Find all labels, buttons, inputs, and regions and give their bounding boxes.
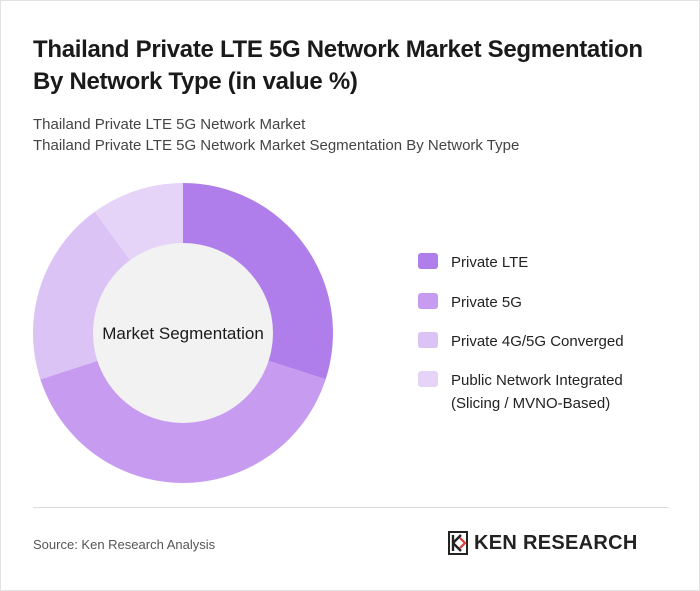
subtitle-line-1: Thailand Private LTE 5G Network Market: [33, 116, 306, 133]
legend-label: Private 5G: [451, 294, 522, 311]
footer-divider: [33, 507, 669, 508]
subtitle-line-2: Thailand Private LTE 5G Network Market S…: [33, 137, 520, 154]
ken-research-logo-icon: [448, 531, 468, 555]
legend-swatch: [418, 332, 438, 348]
legend-item-public-network-integrated: Public Network Integrated (Slicing / MVN…: [418, 369, 678, 415]
legend-item-private-5g: Private 5G: [418, 291, 678, 314]
donut-hole: [93, 243, 273, 423]
legend-swatch: [418, 253, 438, 269]
legend-swatch: [418, 293, 438, 309]
legend-label: Private 4G/5G Converged: [451, 333, 624, 350]
donut-center-label: Market Segmentation: [102, 324, 264, 343]
chart-subtitle: Thailand Private LTE 5G Network Market T…: [33, 114, 673, 156]
logo-text: KEN RESEARCH: [474, 531, 638, 554]
chart-legend: Private LTE Private 5G Private 4G/5G Con…: [418, 251, 678, 429]
ken-research-logo: KEN RESEARCH: [448, 531, 638, 555]
legend-label: Private LTE: [451, 254, 529, 271]
legend-item-private-lte: Private LTE: [418, 251, 678, 274]
source-note: Source: Ken Research Analysis: [33, 537, 216, 552]
legend-swatch: [418, 371, 438, 387]
chart-title: Thailand Private LTE 5G Network Market S…: [33, 36, 643, 95]
donut-chart: Market Segmentation: [32, 183, 334, 484]
legend-label: Public Network Integrated (Slicing / MVN…: [451, 372, 623, 412]
legend-item-private-4g-5g-converged: Private 4G/5G Converged: [418, 330, 678, 353]
